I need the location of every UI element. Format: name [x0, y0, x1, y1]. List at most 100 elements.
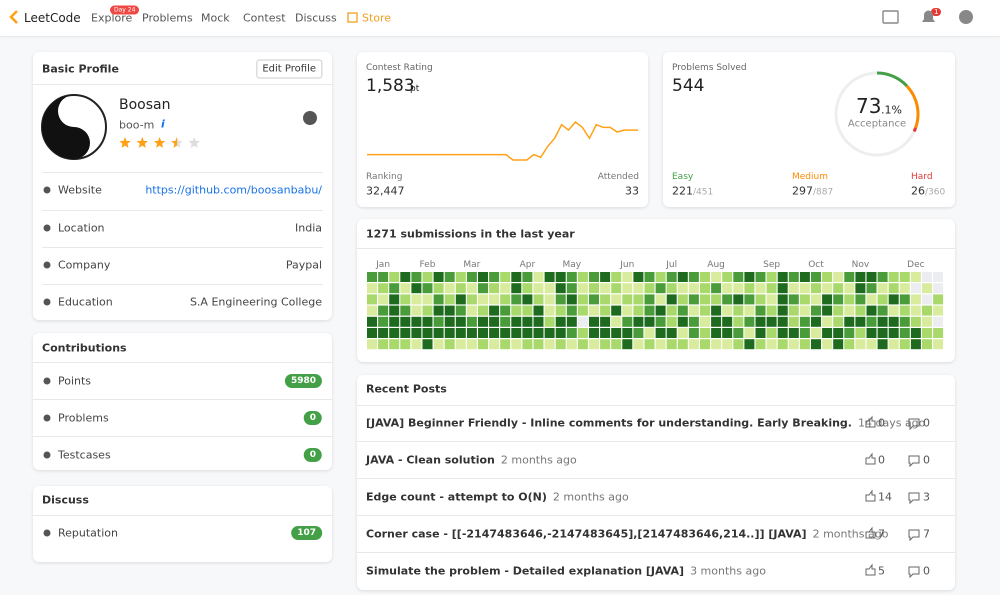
solved-total: 544: [672, 76, 705, 96]
divider: [33, 84, 332, 85]
posts-card: [357, 375, 955, 590]
divider: [42, 172, 323, 173]
month-label: Apr: [519, 260, 536, 270]
post-title: [JAVA] Beginner Friendly - Inline commen…: [366, 416, 852, 430]
post-likes: 0: [878, 453, 885, 467]
level-label: Hard: [911, 172, 933, 182]
post-title: Simulate the problem - Detailed explanat…: [366, 564, 685, 578]
post-title: Corner case - [[-2147483646,-2147483645]…: [366, 527, 807, 541]
notification-badge: 1: [931, 8, 942, 16]
card-title: Basic Profile: [42, 62, 119, 76]
divider: [33, 436, 332, 437]
divider: [33, 399, 332, 400]
profile-name: Boosan: [119, 97, 171, 113]
card-title: Problems Solved: [672, 63, 747, 73]
card-title: Discuss: [42, 493, 89, 507]
acceptance-main: 73: [856, 94, 882, 118]
stat-badge: 0: [303, 448, 322, 462]
edit-profile-button[interactable]: Edit Profile: [256, 59, 322, 79]
ranking-value: 32,447: [366, 184, 405, 198]
acceptance-fraction: .1%: [881, 103, 902, 117]
nav-link[interactable]: Mock: [201, 11, 230, 25]
nav-link[interactable]: Explore: [91, 11, 133, 25]
field-label: Location: [58, 221, 105, 235]
logo: LeetCode: [24, 11, 81, 25]
level-total: 360: [928, 187, 946, 198]
month-label: Nov: [851, 260, 870, 270]
post-row[interactable]: [JAVA] Beginner Friendly - Inline commen…: [366, 417, 925, 430]
month-label: Dec: [907, 260, 925, 270]
field-value: India: [295, 221, 322, 235]
post-row[interactable]: Simulate the problem - Detailed explanat…: [366, 565, 766, 578]
post-comments: 3: [923, 490, 930, 504]
divider: [357, 515, 955, 516]
month-label: Aug: [707, 260, 725, 270]
level-count: 221/451: [672, 185, 713, 198]
post-title: JAVA - Clean solution: [366, 453, 495, 467]
card-title: Contributions: [42, 341, 127, 355]
post-time: 14 days ago: [857, 416, 926, 430]
field-label: Website: [58, 183, 102, 197]
post-row[interactable]: Edge count - attempt to O(N) 2 months ago: [366, 491, 629, 504]
month-label: Jul: [666, 260, 678, 270]
level-separator: /: [693, 187, 697, 198]
post-comments: 0: [923, 564, 930, 578]
attended-label: Attended: [597, 172, 639, 182]
month-label: Sep: [763, 260, 781, 270]
month-label: Jun: [620, 260, 635, 270]
username: boo-m: [119, 118, 155, 132]
divider: [357, 405, 955, 406]
field-label: Company: [58, 258, 111, 272]
field-value[interactable]: https://github.com/boosanbabu/: [145, 183, 322, 197]
post-comments: 7: [923, 527, 930, 541]
nav-link[interactable]: Problems: [142, 11, 193, 25]
field-label: Education: [58, 295, 113, 309]
post-likes: 14: [878, 490, 892, 504]
ranking-label: Ranking: [366, 172, 403, 182]
stat-badge: 107: [291, 526, 322, 540]
level-solved: 26: [911, 184, 925, 198]
post-row[interactable]: Corner case - [[-2147483646,-2147483645]…: [366, 528, 888, 541]
divider: [357, 478, 955, 479]
month-label: Oct: [808, 260, 824, 270]
level-separator: /: [813, 187, 817, 198]
post-time: 2 months ago: [500, 453, 577, 467]
stat-badge: 5980: [284, 374, 322, 388]
divider: [42, 210, 323, 211]
contributions-card: [33, 333, 332, 470]
card-title: Recent Posts: [366, 382, 447, 396]
level-count: 26/360: [911, 185, 945, 198]
divider: [357, 552, 955, 553]
divider: [33, 362, 332, 363]
month-label: Mar: [463, 260, 481, 270]
post-comments: 0: [923, 453, 930, 467]
month-label: Feb: [419, 260, 436, 270]
divider: [42, 284, 323, 285]
post-title: Edge count - attempt to O(N): [366, 490, 547, 504]
month-label: May: [562, 260, 582, 270]
post-likes: 0: [878, 416, 885, 430]
divider: [33, 515, 332, 516]
card-title: Contest Rating: [366, 63, 433, 73]
level-label: Medium: [792, 172, 828, 182]
nav-link[interactable]: Discuss: [295, 11, 337, 25]
stat-label: Reputation: [58, 526, 118, 540]
nav-link[interactable]: Contest: [243, 11, 286, 25]
info-icon: i: [161, 117, 165, 131]
level-total: 451: [696, 187, 714, 198]
card-title: 1271 submissions in the last year: [366, 227, 575, 241]
month-label: Jan: [376, 260, 391, 270]
post-likes: 7: [878, 527, 885, 541]
divider: [42, 247, 323, 248]
nav-badge: Day 24: [110, 5, 140, 15]
stat-label: Problems: [58, 411, 109, 425]
field-value: Paypal: [285, 258, 322, 272]
stat-badge: 0: [303, 411, 322, 425]
level-count: 297/887: [792, 185, 833, 198]
acceptance-label: Acceptance: [847, 118, 907, 130]
post-row[interactable]: JAVA - Clean solution 2 months ago: [366, 454, 577, 467]
level-label: Easy: [672, 172, 694, 182]
store-link[interactable]: Store: [362, 11, 392, 25]
level-separator: /: [925, 187, 929, 198]
